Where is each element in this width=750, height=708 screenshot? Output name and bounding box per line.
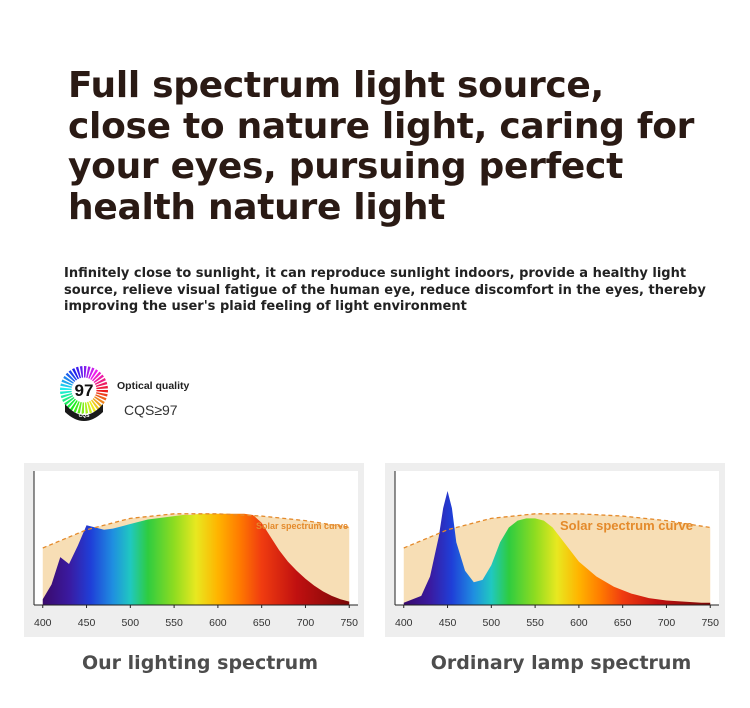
chart-panel-ordinary: Solar spectrum curve 400 450 500 550 600 650 70… <box>385 463 725 637</box>
x-tick-label: 700 <box>297 617 315 629</box>
badge-value: CQS≥97 <box>124 402 178 418</box>
x-tick-label: 750 <box>701 617 719 629</box>
x-tick-label: 650 <box>614 617 632 629</box>
spectrum-chart-ordinary: Solar spectrum curve 400 450 500 550 600 650 70… <box>394 471 719 629</box>
badge-ring-text: CQS <box>79 413 91 419</box>
spectrum-chart-ours: Solar spectrum curve 400 450 500 550 600 650 70… <box>33 471 358 629</box>
chart-caption-ordinary: Ordinary lamp spectrum <box>430 652 692 674</box>
x-tick-label: 550 <box>165 617 183 629</box>
x-tick-label: 550 <box>526 617 544 629</box>
x-tick-label: 650 <box>253 617 271 629</box>
headline: Full spectrum light source, close to nat… <box>68 65 695 228</box>
subtext: Infinitely close to sunlight, it can rep… <box>64 266 706 314</box>
badge-number: 97 <box>75 381 94 400</box>
x-tick-label: 500 <box>483 617 501 629</box>
chart-panel-ours: Solar spectrum curve 400 450 500 550 600 650 70… <box>24 463 364 637</box>
x-tick-label: 750 <box>340 617 358 629</box>
x-tick-label: 400 <box>395 617 413 629</box>
x-tick-label: 400 <box>34 617 52 629</box>
chart-caption-ours: Our lighting spectrum <box>82 652 318 674</box>
solar-curve-label: Solar spectrum curve <box>256 521 348 531</box>
x-tick-label: 450 <box>439 617 457 629</box>
solar-curve-line <box>403 513 711 549</box>
badge-label: Optical quality <box>117 380 190 392</box>
cqs-badge-icon: 97 CQS <box>58 364 110 426</box>
x-tick-label: 600 <box>570 617 588 629</box>
x-tick-label: 450 <box>78 617 96 629</box>
solar-curve-line <box>42 513 350 549</box>
spectrum-area <box>403 491 711 605</box>
x-tick-label: 600 <box>209 617 227 629</box>
spectrum-area <box>42 513 350 605</box>
x-tick-label: 500 <box>122 617 140 629</box>
solar-curve-label: Solar spectrum curve <box>560 518 693 533</box>
x-tick-label: 700 <box>658 617 676 629</box>
